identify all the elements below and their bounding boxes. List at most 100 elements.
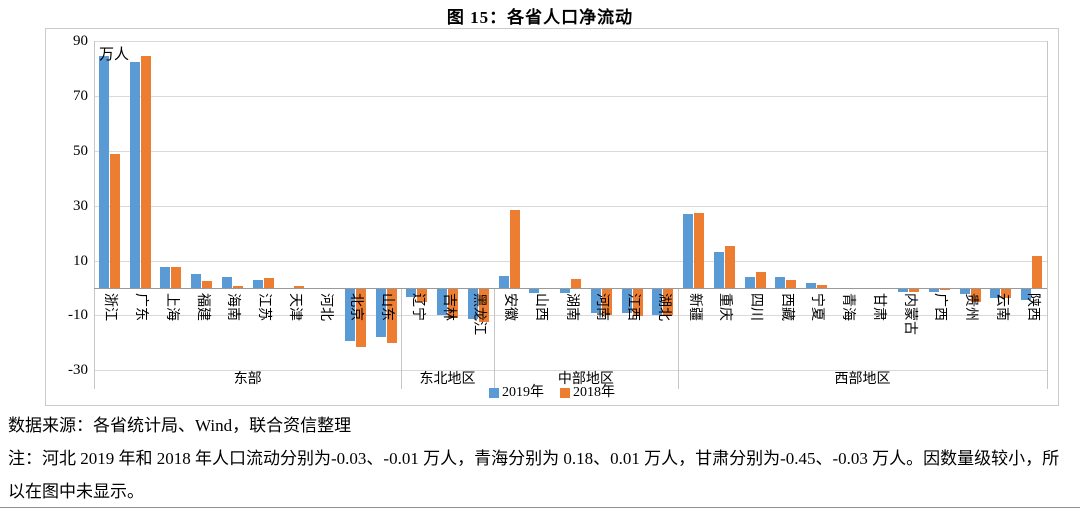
bar-2018年	[755, 271, 766, 288]
y-tick-label: 50	[73, 143, 88, 159]
y-tick-label: 30	[73, 198, 88, 214]
region-label: 东北地区	[419, 372, 476, 387]
category-label: 贵州	[963, 293, 979, 321]
chart-title: 图 15：各省人口净流动	[446, 8, 634, 27]
category-label: 新疆	[686, 293, 702, 321]
gridline	[94, 41, 1047, 42]
category-label: 广西	[932, 293, 948, 321]
category-label: 广东	[133, 293, 149, 321]
category-label: 北京	[348, 293, 364, 321]
bar-2019年	[560, 289, 570, 293]
gridline	[94, 370, 1047, 371]
region-label: 东部	[233, 372, 262, 387]
data-source-line: 数据来源：各省统计局、Wind，联合资信整理	[8, 416, 352, 435]
bar-2018年	[171, 266, 182, 288]
category-label: 江苏	[256, 293, 272, 321]
gridline	[94, 261, 1047, 262]
category-label: 山西	[532, 293, 548, 321]
category-label: 甘肃	[870, 293, 886, 321]
bar-2019年	[1021, 289, 1032, 300]
category-label: 安徽	[502, 293, 517, 321]
bar-2018年	[1001, 289, 1012, 299]
region-separator	[678, 288, 680, 389]
x-axis-line	[94, 288, 1047, 289]
legend-item: 2018年	[560, 386, 615, 400]
category-label: 青海	[840, 293, 856, 321]
bar-2019年	[406, 289, 417, 298]
category-label: 河北	[317, 293, 333, 321]
unit-label: 万人	[99, 47, 130, 63]
chart-notes: 数据来源：各省统计局、Wind，联合资信整理 注：河北 2019 年和 2018…	[8, 409, 1076, 508]
bar-2018年	[448, 289, 458, 318]
bar-2019年	[160, 267, 171, 288]
bar-2019年	[775, 277, 786, 288]
bar-2018年	[601, 289, 612, 315]
bar-2018年	[478, 289, 489, 322]
bar-2019年	[344, 289, 355, 342]
bar-2018年	[909, 289, 920, 293]
region-label: 西部地区	[834, 372, 891, 387]
bar-2018年	[970, 289, 981, 302]
category-label: 辽宁	[409, 293, 425, 321]
category-label: 宁夏	[809, 293, 825, 321]
bar-2018年	[1032, 256, 1043, 288]
bar-2018年	[386, 289, 397, 343]
gridline	[94, 206, 1047, 207]
bar-2019年	[498, 276, 509, 288]
bar-2019年	[252, 280, 263, 288]
y-tick-label: -10	[68, 307, 88, 323]
category-label: 福建	[194, 293, 210, 321]
y-tick-label: 10	[73, 253, 88, 269]
bar-2019年	[652, 289, 663, 315]
bar-2018年	[294, 285, 305, 288]
bar-2019年	[621, 289, 632, 313]
bar-2019年	[898, 289, 909, 293]
bar-2019年	[437, 289, 447, 316]
category-label: 陕西	[1024, 293, 1040, 321]
bar-2019年	[805, 283, 816, 288]
bar-2019年	[191, 274, 202, 288]
y-tick-label: 90	[73, 33, 88, 49]
bar-2019年	[990, 289, 1001, 299]
bar-2019年	[467, 289, 478, 320]
bar-2018年	[571, 278, 581, 288]
bar-2018年	[816, 285, 827, 288]
y-tick-label: 70	[73, 88, 88, 104]
bar-2018年	[417, 289, 428, 302]
bar-2018年	[509, 209, 520, 288]
bar-2019年	[375, 289, 386, 337]
legend-item: 2019年	[489, 386, 544, 400]
bar-2019年	[529, 289, 540, 293]
gridline	[94, 151, 1047, 152]
legend-swatch-icon	[560, 388, 570, 398]
bar-2018年	[663, 289, 674, 315]
legend-label: 2018年	[573, 385, 615, 400]
y-tick-label: -30	[68, 362, 88, 378]
region-separator	[401, 288, 403, 389]
legend-label: 2019年	[502, 385, 544, 400]
bar-2019年	[713, 252, 724, 288]
bar-2018年	[109, 153, 120, 288]
chart-canvas: 90 70 50 30 10 -10 -30 浙江 广东 上海 福建 海南 江苏 天津 河北 北京 山东 辽宁 吉林…	[45, 28, 1059, 406]
category-label: 海南	[225, 293, 241, 321]
category-label: 吉林	[440, 293, 456, 321]
region-label: 中部地区	[557, 372, 614, 387]
category-label: 云南	[993, 293, 1009, 321]
bar-2018年	[632, 289, 643, 317]
divider-line	[0, 507, 1080, 508]
bar-2018年	[140, 56, 151, 288]
bar-2018年	[202, 281, 213, 288]
bar-2018年	[939, 289, 950, 291]
category-label: 湖北	[655, 293, 671, 321]
category-label: 浙江	[102, 293, 118, 321]
category-label: 上海	[163, 293, 179, 321]
bar-2019年	[959, 289, 970, 294]
category-label: 内蒙古	[901, 293, 917, 335]
bar-2019年	[221, 276, 232, 288]
bar-2018年	[694, 213, 704, 288]
category-label: 天津	[286, 293, 302, 321]
category-label: 重庆	[717, 293, 733, 321]
bar-2018年	[355, 289, 366, 347]
bar-2018年	[263, 278, 274, 288]
